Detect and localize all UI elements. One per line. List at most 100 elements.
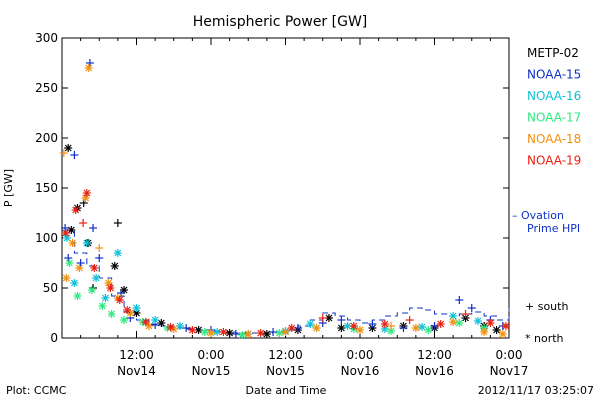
symbol-legend-north: * north: [525, 332, 564, 345]
metp-02-point-north: [120, 286, 129, 294]
metp-02-point-north: [110, 262, 119, 270]
noaa-15-point-south: [61, 224, 70, 232]
noaa-15-point-south: [467, 304, 476, 312]
noaa-15-point-south: [64, 254, 73, 262]
noaa-15-point-south: [337, 316, 346, 324]
legend-entry-noaa-19: NOAA-19: [527, 154, 581, 168]
y-tick-label: 0: [50, 331, 58, 345]
noaa-18-point-north: [312, 324, 321, 332]
noaa-18-point-north: [356, 326, 364, 334]
noaa-19-point-north: [349, 322, 358, 330]
x-tick-label-time: 0:00: [496, 348, 523, 362]
plot-credit: Plot: CCMC: [6, 384, 67, 397]
noaa-19-point-north: [219, 328, 228, 336]
ovation-label-line1: – Ovation: [512, 209, 564, 222]
noaa-19-point-north: [256, 329, 265, 337]
x-tick-label-time: 0:00: [347, 348, 374, 362]
noaa-18-point-south: [59, 149, 68, 157]
plot-border: [61, 37, 510, 339]
noaa-18-point-north: [498, 330, 507, 338]
noaa-17-point-north: [98, 302, 107, 310]
noaa-15-point-south: [399, 324, 408, 332]
noaa-15-point-south: [76, 259, 85, 267]
y-tick-label: 300: [35, 31, 58, 45]
noaa-16-point-north: [132, 304, 141, 312]
ovation-legend: – Ovation Prime HPI: [512, 209, 580, 235]
metp-02-point-north: [492, 326, 501, 334]
noaa-18-point-north: [62, 274, 71, 282]
noaa-18-point-north: [75, 264, 84, 272]
metp-02-point-north: [157, 319, 166, 327]
noaa-18-point-south: [95, 244, 104, 252]
legend: METP-02 NOAA-15 NOAA-16 NOAA-17 NOAA-18 NOAA-…: [527, 46, 581, 168]
noaa-19-point-north: [436, 320, 445, 328]
noaa-19-point-south: [461, 310, 470, 318]
noaa-17-point-north: [73, 292, 82, 300]
noaa-19-point-north: [106, 284, 115, 292]
noaa-16-point-north: [62, 234, 71, 242]
y-tick-label: 50: [43, 281, 58, 295]
metp-02-point-north: [262, 330, 271, 338]
noaa-19-point-north: [141, 318, 150, 326]
noaa-19-point-south: [318, 314, 327, 322]
x-tick-label-time: 12:00: [268, 348, 303, 362]
plot-frame: [61, 37, 510, 339]
noaa-16-point-north: [473, 317, 482, 325]
x-tick-label-date: Nov15: [192, 364, 231, 378]
metp-02-point-north: [64, 144, 73, 152]
noaa-17-point-north: [120, 316, 129, 324]
noaa-19-point-north: [61, 229, 70, 237]
noaa-19-point-north: [501, 322, 510, 330]
noaa-19-point-north: [486, 319, 495, 327]
metp-02-point-north: [337, 324, 346, 332]
x-tick-label-date: Nov16: [341, 364, 380, 378]
noaa-19-point-north: [380, 320, 389, 328]
y-tick-label: 100: [35, 231, 58, 245]
chart-title: Hemispheric Power [GW]: [193, 14, 368, 30]
noaa-18-point-north: [411, 324, 420, 332]
noaa-17-point-north: [65, 259, 74, 267]
noaa-17-point-north: [107, 310, 116, 318]
legend-entry-noaa-17: NOAA-17: [527, 111, 581, 125]
noaa-16-point-north: [175, 322, 184, 330]
noaa-19-point-south: [405, 316, 414, 324]
noaa-15-point-south: [231, 330, 240, 338]
noaa-19-point-north: [188, 326, 197, 334]
noaa-18-point-north: [81, 194, 90, 202]
metp-02-point-south: [113, 219, 122, 227]
noaa-17-point-north: [455, 319, 464, 327]
x-tick-label-date: Nov17: [490, 364, 529, 378]
noaa-19-point-north: [71, 206, 80, 214]
noaa-18-point-north: [480, 328, 489, 336]
x-tick-label-date: Nov14: [117, 364, 156, 378]
ovation-label-line2: Prime HPI: [527, 222, 580, 235]
y-tick-label: 150: [35, 181, 58, 195]
noaa-15-point-south: [368, 320, 377, 328]
noaa-17-point-north: [238, 331, 247, 339]
noaa-16-point-north: [92, 274, 101, 282]
noaa-15-point-south: [182, 324, 191, 332]
noaa-19-point-north: [90, 264, 99, 272]
noaa-15-point-south: [455, 296, 464, 304]
y-axis-label: P [GW]: [2, 169, 15, 207]
noaa-15-point-south: [85, 59, 94, 67]
noaa-15-point-south: [70, 151, 79, 159]
x-axis-label: Date and Time: [246, 384, 327, 397]
noaa-17-point-north: [275, 329, 284, 337]
noaa-15-point-south: [430, 322, 439, 330]
x-tick-label-time: 0:00: [198, 348, 225, 362]
x-tick-label-date: Nov15: [266, 364, 305, 378]
x-axis: 12:00 Nov14 0:00 Nov15 12:00 Nov15 0:00 Nov16 12…: [61, 38, 529, 378]
noaa-19-point-north: [123, 306, 132, 314]
symbol-legend-south: + south: [525, 300, 568, 313]
x-tick-label-date: Nov16: [415, 364, 454, 378]
noaa-19-point-north: [82, 189, 91, 197]
noaa-18-point-south: [387, 322, 396, 330]
noaa-16-point-north: [380, 325, 389, 333]
noaa-16-point-north: [101, 294, 110, 302]
noaa-18-point-north: [84, 64, 93, 72]
noaa-16-point-north: [306, 320, 315, 328]
noaa-19-point-south: [79, 219, 88, 227]
noaa-17-point-north: [200, 328, 209, 336]
noaa-17-point-north: [87, 286, 96, 294]
